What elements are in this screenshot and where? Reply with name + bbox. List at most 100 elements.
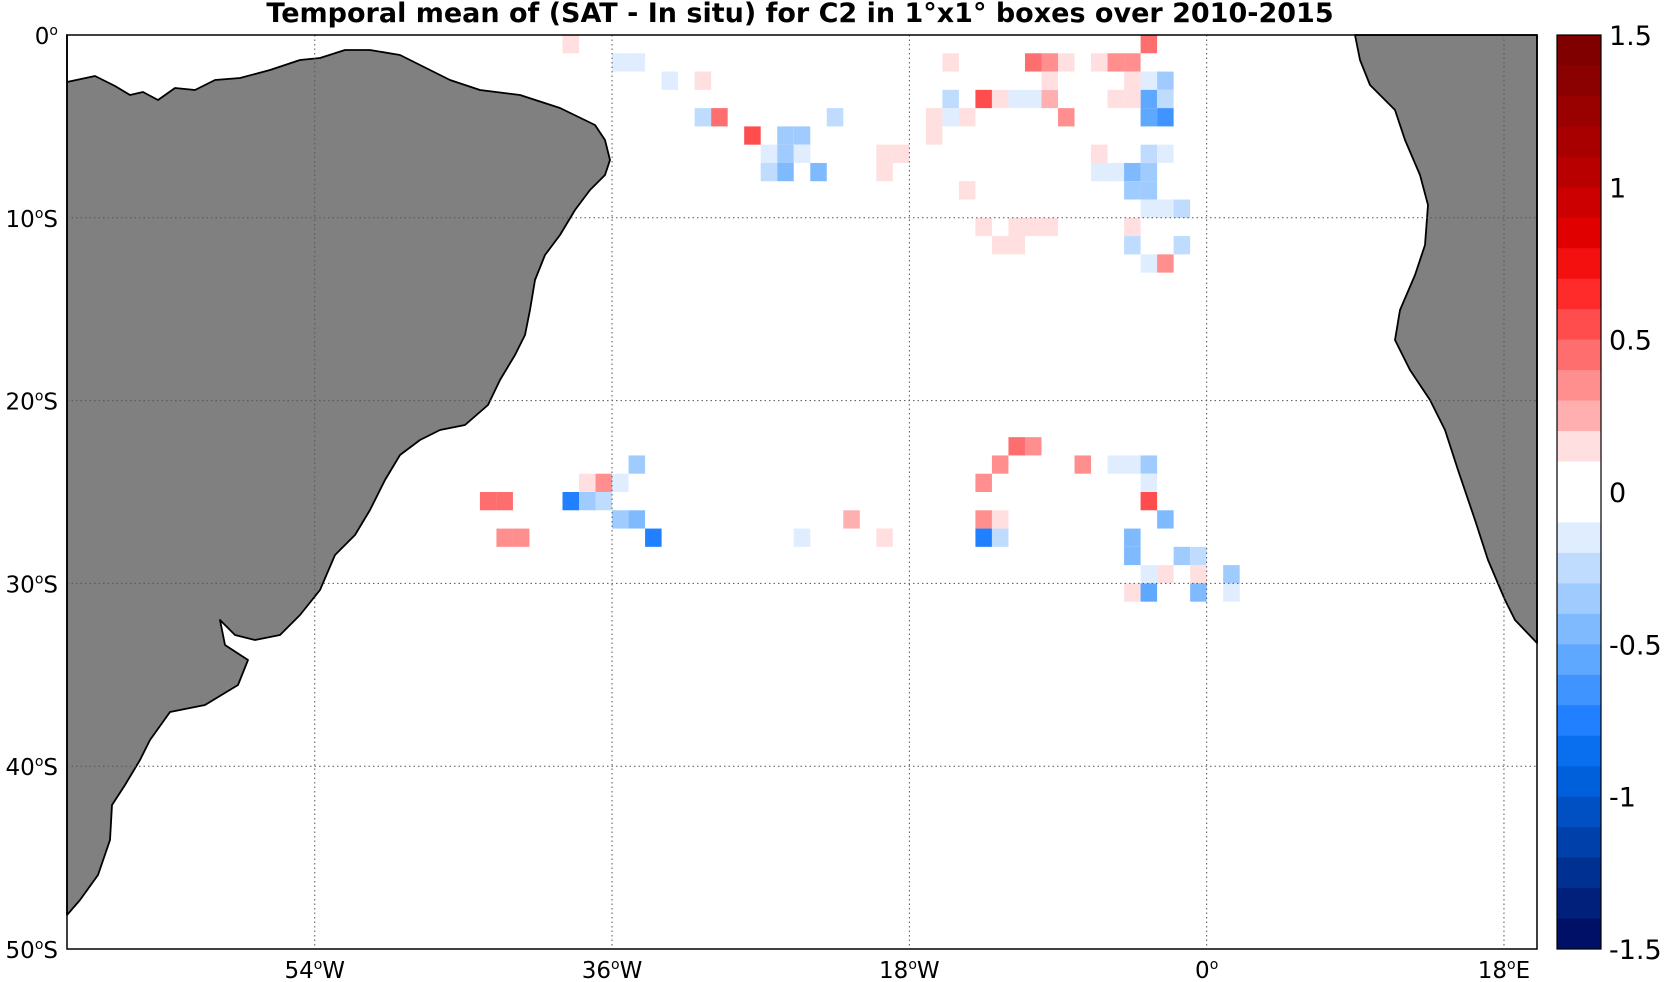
data-cell bbox=[1124, 71, 1141, 90]
data-cell bbox=[892, 144, 910, 163]
colorbar-tick-label: 0.5 bbox=[1609, 326, 1652, 357]
data-cell bbox=[925, 108, 943, 127]
data-cell bbox=[1008, 236, 1025, 255]
colorbar-block bbox=[1557, 461, 1601, 493]
colorbar-tick-label: -0.5 bbox=[1609, 630, 1662, 661]
data-cell bbox=[1140, 492, 1158, 511]
data-cell bbox=[1107, 162, 1125, 182]
data-cell bbox=[793, 528, 811, 547]
data-cell bbox=[1140, 199, 1158, 218]
data-cell bbox=[876, 528, 893, 547]
colorbar-block bbox=[1557, 918, 1601, 950]
data-cell bbox=[1140, 583, 1158, 602]
data-cell bbox=[1124, 583, 1141, 602]
data-cell bbox=[777, 126, 794, 145]
data-cell bbox=[612, 473, 629, 492]
colorbar-block bbox=[1557, 735, 1601, 767]
colorbar-block bbox=[1557, 644, 1601, 676]
data-cell bbox=[1157, 71, 1174, 90]
data-cell bbox=[579, 473, 596, 492]
data-cell bbox=[1140, 455, 1158, 474]
data-cell bbox=[958, 181, 976, 200]
figure-title: Temporal mean of (SAT - In situ) for C2 … bbox=[266, 0, 1333, 29]
data-cell bbox=[1140, 565, 1158, 584]
data-cell bbox=[1140, 473, 1158, 492]
data-cell bbox=[958, 108, 976, 127]
data-cell bbox=[1140, 71, 1158, 90]
colorbar-block bbox=[1557, 309, 1601, 341]
data-cell bbox=[1124, 89, 1141, 109]
data-cell bbox=[975, 473, 992, 492]
colorbar-block bbox=[1557, 248, 1601, 280]
data-cell bbox=[810, 162, 827, 182]
colorbar-block bbox=[1557, 492, 1601, 523]
colorbar-tick-label: -1.5 bbox=[1609, 935, 1662, 966]
colorbar-block bbox=[1557, 95, 1601, 127]
data-cell bbox=[1091, 53, 1108, 72]
colorbar-block bbox=[1557, 888, 1601, 920]
data-cell bbox=[1008, 437, 1025, 456]
colorbar-block bbox=[1557, 583, 1601, 615]
data-cell bbox=[1157, 254, 1174, 273]
data-cell bbox=[628, 53, 646, 72]
data-cell bbox=[562, 35, 580, 54]
colorbar-block bbox=[1557, 187, 1601, 219]
colorbar-block bbox=[1557, 400, 1601, 432]
data-cell bbox=[1157, 89, 1174, 109]
colorbar-block bbox=[1557, 278, 1601, 310]
data-cell bbox=[1190, 546, 1207, 566]
data-cell bbox=[1091, 162, 1108, 182]
data-cell bbox=[1140, 108, 1158, 127]
longitude-tick-label: 18oW bbox=[879, 957, 940, 982]
data-cell bbox=[1024, 53, 1042, 72]
data-cell bbox=[645, 528, 662, 547]
data-cell bbox=[1140, 89, 1158, 109]
data-cell bbox=[579, 492, 596, 511]
colorbar-block bbox=[1557, 156, 1601, 188]
colorbar-tick-labels: 1.5 1 0.5 0 -0.5 -1 -1.5 bbox=[1609, 21, 1662, 966]
data-cell bbox=[760, 162, 778, 182]
data-cells-layer bbox=[479, 35, 1240, 602]
data-cell bbox=[1041, 89, 1059, 109]
data-cell bbox=[1157, 565, 1174, 584]
data-cell bbox=[1223, 565, 1240, 584]
colorbar-block bbox=[1557, 796, 1601, 828]
colorbar-block bbox=[1557, 766, 1601, 798]
data-cell bbox=[1140, 144, 1158, 163]
data-cell bbox=[612, 53, 629, 72]
data-cell bbox=[1190, 583, 1207, 602]
data-cell bbox=[744, 126, 761, 145]
data-cell bbox=[595, 492, 613, 511]
data-cell bbox=[991, 528, 1009, 547]
data-cell bbox=[942, 53, 959, 72]
colorbar-block bbox=[1557, 705, 1601, 737]
data-cell bbox=[1140, 35, 1158, 54]
colorbar-block bbox=[1557, 126, 1601, 158]
data-cell bbox=[826, 108, 844, 127]
colorbar-block bbox=[1557, 339, 1601, 371]
colorbar-block bbox=[1557, 857, 1601, 889]
data-cell bbox=[1124, 53, 1141, 72]
data-cell bbox=[991, 89, 1009, 109]
data-cell bbox=[479, 492, 497, 511]
data-cell bbox=[1124, 455, 1141, 474]
colorbar-tick-label: 0 bbox=[1609, 478, 1626, 509]
latitude-tick-label: 40oS bbox=[6, 754, 58, 781]
colorbar-block bbox=[1557, 552, 1601, 584]
longitude-labels: 54oW 36oW 18oW 0o 18oE bbox=[284, 957, 1530, 982]
data-cell bbox=[1058, 53, 1075, 72]
data-cell bbox=[1157, 108, 1174, 127]
longitude-tick-label: 36oW bbox=[582, 957, 643, 982]
data-cell bbox=[942, 89, 959, 109]
land-south-america bbox=[66, 34, 611, 916]
map-frame bbox=[66, 34, 1538, 950]
colorbar-tick-label: 1.5 bbox=[1609, 21, 1652, 52]
data-cell bbox=[975, 217, 992, 237]
data-cell bbox=[1107, 53, 1125, 72]
data-cell bbox=[1140, 162, 1158, 182]
latitude-tick-label: 50oS bbox=[6, 937, 58, 964]
data-cell bbox=[1173, 199, 1191, 218]
data-cell bbox=[1024, 89, 1042, 109]
data-cell bbox=[1190, 565, 1207, 584]
